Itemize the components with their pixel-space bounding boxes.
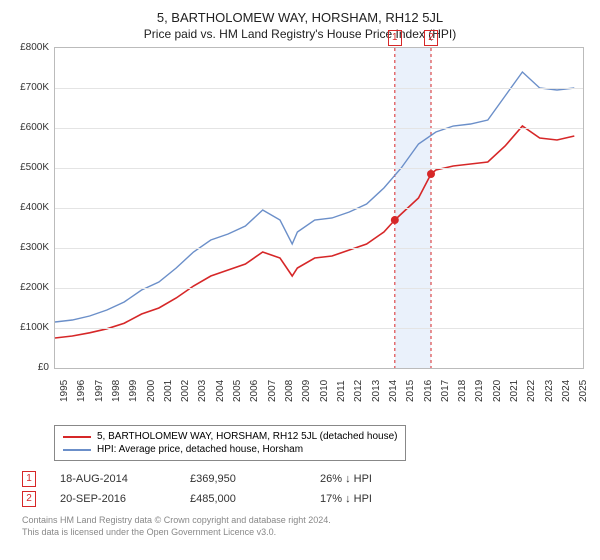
y-tick-label: £200K: [9, 282, 49, 293]
x-tick-label: 2013: [371, 380, 382, 402]
series-price_paid: [55, 126, 574, 338]
plot-area: 12 £0£100K£200K£300K£400K£500K£600K£700K…: [54, 47, 584, 369]
sale-table-marker: 1: [22, 471, 36, 487]
x-tick-label: 2016: [423, 380, 434, 402]
y-tick-label: £300K: [9, 242, 49, 253]
series-hpi: [55, 72, 574, 322]
sale-delta: 26% ↓ HPI: [320, 473, 450, 485]
chart-container: 5, BARTHOLOMEW WAY, HORSHAM, RH12 5JL Pr…: [0, 0, 600, 542]
legend-row-hpi: HPI: Average price, detached house, Hors…: [63, 443, 397, 456]
x-tick-label: 2004: [215, 380, 226, 402]
sale-table-marker: 2: [22, 491, 36, 507]
footnote-line-2: This data is licensed under the Open Gov…: [22, 527, 590, 539]
x-tick-label: 2025: [578, 380, 589, 402]
x-tick-label: 2008: [284, 380, 295, 402]
y-tick-label: £500K: [9, 162, 49, 173]
x-tick-label: 2024: [561, 380, 572, 402]
footnote-line-1: Contains HM Land Registry data © Crown c…: [22, 515, 590, 527]
below-chart: 5, BARTHOLOMEW WAY, HORSHAM, RH12 5JL (d…: [10, 425, 590, 538]
legend-label: HPI: Average price, detached house, Hors…: [97, 444, 303, 455]
y-tick-label: £400K: [9, 202, 49, 213]
x-tick-label: 2010: [319, 380, 330, 402]
x-tick-label: 2003: [197, 380, 208, 402]
y-tick-label: £800K: [9, 42, 49, 53]
sale-price: £485,000: [190, 493, 320, 505]
sale-table-row-1: 1 18-AUG-2014£369,95026% ↓ HPI: [22, 469, 590, 489]
x-tick-label: 1996: [76, 380, 87, 402]
y-tick-label: £700K: [9, 82, 49, 93]
x-tick-label: 2005: [232, 380, 243, 402]
y-tick-label: £600K: [9, 122, 49, 133]
x-tick-label: 1995: [59, 380, 70, 402]
y-tick-label: £100K: [9, 322, 49, 333]
x-tick-label: 2014: [388, 380, 399, 402]
x-tick-label: 2018: [457, 380, 468, 402]
x-tick-label: 2019: [474, 380, 485, 402]
x-axis: 1995 1996 1997 1998 1999 2000 2001 2002 2003 2004…: [55, 370, 583, 420]
x-tick-label: 2001: [163, 380, 174, 402]
sale-point-2: [427, 170, 435, 178]
x-tick-label: 1998: [111, 380, 122, 402]
y-axis: £0 £100K £200K £300K £400K £500K £600K £700K £80…: [11, 42, 51, 374]
footnote: Contains HM Land Registry data © Crown c…: [22, 515, 590, 538]
legend-swatch: [63, 436, 91, 438]
sale-date: 18-AUG-2014: [60, 473, 190, 485]
chart-title: 5, BARTHOLOMEW WAY, HORSHAM, RH12 5JL: [10, 10, 590, 25]
sale-marker-box-2: 2: [424, 30, 438, 46]
sale-table: 1 18-AUG-2014£369,95026% ↓ HPI 2 20-SEP-201…: [22, 469, 590, 509]
y-tick-label: £0: [9, 362, 49, 373]
x-tick-label: 2023: [544, 380, 555, 402]
legend-row-price_paid: 5, BARTHOLOMEW WAY, HORSHAM, RH12 5JL (d…: [63, 430, 397, 443]
x-tick-label: 2009: [301, 380, 312, 402]
x-tick-label: 2021: [509, 380, 520, 402]
x-tick-label: 2000: [146, 380, 157, 402]
legend: 5, BARTHOLOMEW WAY, HORSHAM, RH12 5JL (d…: [54, 425, 406, 461]
sale-price: £369,950: [190, 473, 320, 485]
x-tick-label: 2020: [492, 380, 503, 402]
x-tick-label: 1997: [94, 380, 105, 402]
x-tick-label: 2015: [405, 380, 416, 402]
x-tick-label: 2011: [336, 380, 347, 402]
legend-label: 5, BARTHOLOMEW WAY, HORSHAM, RH12 5JL (d…: [97, 431, 397, 442]
x-tick-label: 2007: [267, 380, 278, 402]
sale-marker-box-1: 1: [388, 30, 402, 46]
x-tick-label: 2017: [440, 380, 451, 402]
x-tick-label: 1999: [128, 380, 139, 402]
x-tick-label: 2012: [353, 380, 364, 402]
sale-date: 20-SEP-2016: [60, 493, 190, 505]
sale-point-1: [391, 216, 399, 224]
sale-delta: 17% ↓ HPI: [320, 493, 450, 505]
sale-marker-labels: 12: [55, 30, 583, 46]
x-tick-label: 2022: [526, 380, 537, 402]
sale-table-row-2: 2 20-SEP-2016£485,00017% ↓ HPI: [22, 489, 590, 509]
x-tick-label: 2002: [180, 380, 191, 402]
x-tick-label: 2006: [249, 380, 260, 402]
legend-swatch: [63, 449, 91, 451]
